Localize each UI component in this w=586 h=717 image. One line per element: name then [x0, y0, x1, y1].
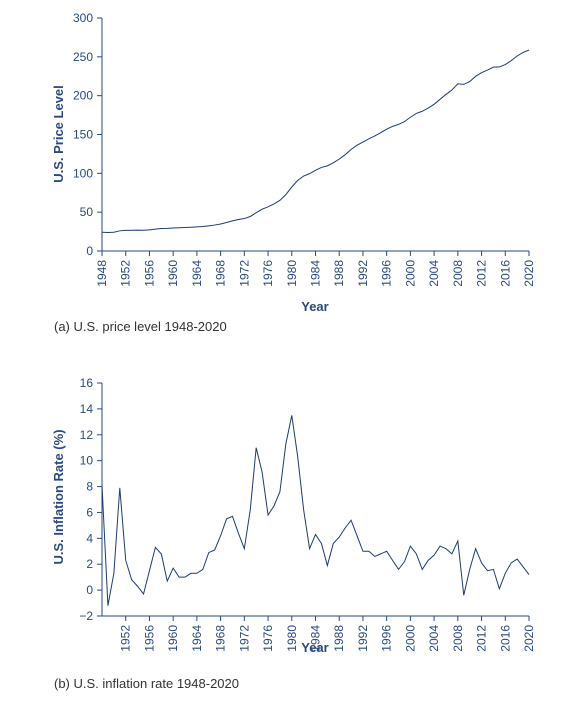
price-level-x-tick-label: 1956 — [142, 260, 156, 287]
inflation-rate-x-tick-label: 2016 — [498, 625, 512, 652]
inflation-rate-y-tick-label: 2 — [86, 557, 93, 571]
inflation-rate-y-tick-label: −2 — [79, 609, 93, 623]
price-level-x-tick-label: 2004 — [427, 260, 441, 287]
price-level-y-tick-label: 150 — [73, 128, 93, 142]
price-level-y-tick-label: 0 — [86, 244, 93, 258]
inflation-rate-x-tick-label: 2012 — [475, 625, 489, 652]
inflation-rate-x-tick-label: 1964 — [190, 625, 204, 652]
inflation-rate-axes — [101, 383, 529, 617]
inflation-rate-x-axis-label: Year — [301, 640, 328, 655]
price-level-x-axis-label: Year — [301, 299, 328, 314]
price-level-x-tick-label: 1948 — [95, 260, 109, 287]
inflation-rate-y-tick-label: 6 — [86, 505, 93, 519]
inflation-rate-x-tick-label: 1992 — [356, 625, 370, 652]
price-level-x-tick-label: 2016 — [498, 260, 512, 287]
price-level-x-tick-label: 1992 — [356, 260, 370, 287]
inflation-rate-y-tick-label: 14 — [80, 402, 94, 416]
inflation-rate-caption: (b) U.S. inflation rate 1948-2020 — [54, 676, 239, 691]
inflation-rate-chart: −2 0 2 4 6 8 10 12 14 16 1952 1956 1960 1964 1968 1972… — [51, 376, 536, 655]
price-level-x-tick-label: 1968 — [214, 260, 228, 287]
price-level-y-tick-label: 50 — [80, 205, 94, 219]
price-level-x-tick-label: 1996 — [380, 260, 394, 287]
price-level-y-tick-label: 200 — [73, 89, 93, 103]
inflation-rate-x-tick-label: 1952 — [119, 625, 133, 652]
price-level-x-tick-label: 2000 — [403, 260, 417, 287]
price-level-x-tick-label: 1972 — [237, 260, 251, 287]
inflation-rate-x-tick-label: 1972 — [237, 625, 251, 652]
inflation-rate-x-tick-label: 1976 — [261, 625, 275, 652]
inflation-rate-x-tick-label: 2020 — [522, 625, 536, 652]
price-level-caption: (a) U.S. price level 1948-2020 — [54, 319, 227, 334]
inflation-rate-x-tick-label: 1988 — [332, 625, 346, 652]
inflation-rate-x-tick-label: 1968 — [214, 625, 228, 652]
inflation-rate-y-tick-label: 10 — [80, 454, 94, 468]
price-level-axes — [101, 18, 529, 252]
price-level-x-tick-label: 1988 — [332, 260, 346, 287]
price-level-x-tick-label: 1984 — [309, 260, 323, 287]
inflation-rate-x-ticks: 1952 1956 1960 1964 1968 1972 1976 1980 1984 1988… — [119, 616, 536, 652]
inflation-rate-x-tick-label: 1956 — [142, 625, 156, 652]
price-level-x-tick-label: 2008 — [451, 260, 465, 287]
price-level-x-ticks: 1948 1952 1956 1960 1964 1968 1972 1976 1980 1984… — [95, 251, 536, 287]
price-level-y-tick-label: 100 — [73, 166, 93, 180]
price-level-y-tick-label: 250 — [73, 50, 93, 64]
inflation-rate-y-tick-label: 4 — [86, 531, 93, 545]
inflation-rate-x-tick-label: 2008 — [451, 625, 465, 652]
inflation-rate-y-axis-label: U.S. Inflation Rate (%) — [51, 429, 66, 564]
price-level-x-tick-label: 2012 — [475, 260, 489, 287]
inflation-rate-y-tick-label: 0 — [86, 583, 93, 597]
price-level-x-tick-label: 1964 — [190, 260, 204, 287]
price-level-x-tick-label: 2020 — [522, 260, 536, 287]
price-level-y-tick-label: 300 — [73, 11, 93, 25]
price-level-series-line — [101, 49, 530, 234]
price-level-x-tick-label: 1960 — [166, 260, 180, 287]
inflation-rate-x-tick-label: 1984 — [309, 625, 323, 652]
price-level-y-ticks: 0 50 100 150 200 250 300 — [73, 11, 102, 258]
inflation-rate-x-tick-label: 2000 — [403, 625, 417, 652]
inflation-rate-x-tick-label: 2004 — [427, 625, 441, 652]
inflation-rate-y-tick-label: 16 — [80, 376, 94, 390]
inflation-rate-y-tick-label: 8 — [86, 480, 93, 494]
price-level-x-tick-label: 1952 — [119, 260, 133, 287]
inflation-rate-series-line — [101, 415, 530, 606]
inflation-rate-x-tick-label: 1980 — [285, 625, 299, 652]
price-level-x-tick-label: 1976 — [261, 260, 275, 287]
price-level-y-axis-label: U.S. Price Level — [51, 85, 66, 183]
inflation-rate-x-tick-label: 1960 — [166, 625, 180, 652]
inflation-rate-y-tick-label: 12 — [80, 428, 94, 442]
inflation-rate-y-ticks: −2 0 2 4 6 8 10 12 14 16 — [79, 376, 102, 623]
price-level-x-tick-label: 1980 — [285, 260, 299, 287]
inflation-rate-x-tick-label: 1996 — [380, 625, 394, 652]
